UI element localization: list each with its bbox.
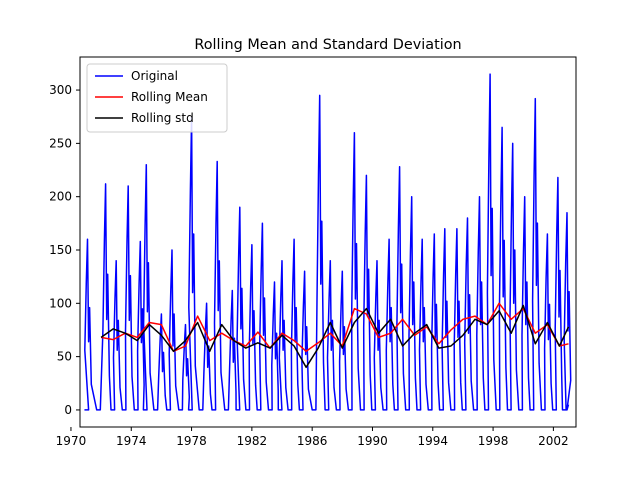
series-line-rolling-mean bbox=[100, 302, 569, 353]
x-tick-label: 1970 bbox=[56, 434, 87, 448]
y-tick-label: 250 bbox=[49, 136, 72, 150]
y-tick-label: 50 bbox=[57, 350, 72, 364]
legend-label: Rolling Mean bbox=[131, 90, 208, 104]
series-layer bbox=[84, 73, 572, 411]
x-tick-label: 1974 bbox=[116, 434, 147, 448]
legend-label: Rolling std bbox=[131, 111, 194, 125]
x-tick-label: 1986 bbox=[297, 434, 328, 448]
y-tick-label: 0 bbox=[64, 403, 72, 417]
x-tick-label: 2002 bbox=[538, 434, 569, 448]
x-tick-label: 1990 bbox=[357, 434, 388, 448]
y-axis: 0 50 100 150 200 250 300 bbox=[49, 83, 80, 417]
chart-title: Rolling Mean and Standard Deviation bbox=[194, 37, 461, 53]
x-tick-label: 1998 bbox=[478, 434, 509, 448]
legend-box bbox=[86, 63, 228, 133]
plot-frame bbox=[79, 56, 577, 428]
x-axis: 1970 1974 1978 1982 1986 1990 1994 1998 2002 bbox=[56, 427, 569, 448]
y-tick-label: 200 bbox=[49, 190, 72, 204]
legend-label: Original bbox=[131, 69, 178, 83]
x-tick-label: 1994 bbox=[418, 434, 449, 448]
series-line-original bbox=[84, 73, 572, 411]
y-tick-label: 150 bbox=[49, 243, 72, 257]
y-tick-label: 100 bbox=[49, 296, 72, 310]
x-tick-label: 1982 bbox=[237, 434, 268, 448]
y-tick-label: 300 bbox=[49, 83, 72, 97]
legend: Original Rolling Mean Rolling std bbox=[86, 63, 228, 133]
x-tick-label: 1978 bbox=[176, 434, 207, 448]
series-line-rolling-std bbox=[100, 304, 570, 369]
